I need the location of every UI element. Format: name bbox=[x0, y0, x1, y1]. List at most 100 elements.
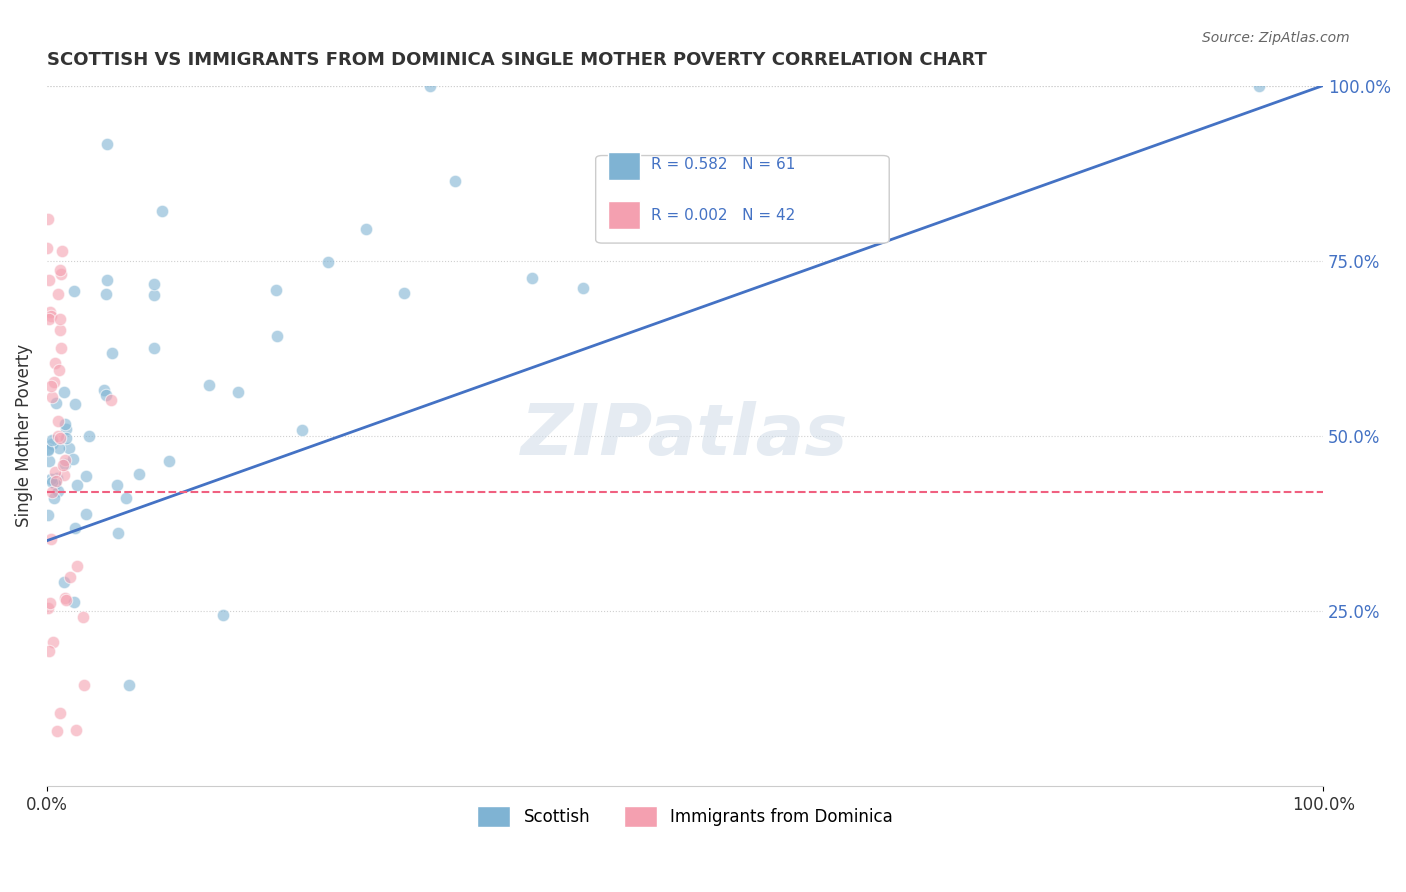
Immigrants from Dominica bbox=[37, 601, 59, 615]
Immigrants from Dominica bbox=[44, 465, 66, 479]
Immigrants from Dominica bbox=[42, 635, 65, 649]
FancyBboxPatch shape bbox=[596, 155, 889, 244]
Immigrants from Dominica bbox=[51, 244, 73, 259]
Scottish bbox=[37, 442, 59, 457]
Immigrants from Dominica bbox=[38, 643, 60, 657]
Immigrants from Dominica bbox=[41, 485, 63, 500]
Immigrants from Dominica bbox=[49, 432, 72, 446]
Immigrants from Dominica bbox=[55, 593, 77, 607]
Immigrants from Dominica bbox=[52, 458, 75, 472]
Immigrants from Dominica bbox=[65, 723, 87, 738]
Scottish bbox=[66, 477, 89, 491]
Scottish bbox=[143, 341, 166, 355]
Scottish bbox=[58, 441, 80, 455]
Scottish bbox=[444, 174, 467, 188]
Scottish bbox=[150, 203, 173, 218]
FancyBboxPatch shape bbox=[609, 152, 640, 180]
Scottish bbox=[63, 595, 86, 609]
Immigrants from Dominica bbox=[53, 467, 76, 482]
Immigrants from Dominica bbox=[66, 559, 89, 574]
Immigrants from Dominica bbox=[39, 532, 62, 546]
Immigrants from Dominica bbox=[38, 312, 60, 326]
Scottish bbox=[41, 472, 63, 486]
Scottish bbox=[118, 678, 141, 692]
Scottish bbox=[38, 454, 60, 468]
Scottish bbox=[316, 255, 339, 269]
Scottish bbox=[63, 284, 86, 298]
Immigrants from Dominica bbox=[49, 268, 72, 282]
Scottish bbox=[520, 271, 543, 285]
Immigrants from Dominica bbox=[38, 273, 60, 287]
Immigrants from Dominica bbox=[46, 723, 69, 738]
Immigrants from Dominica bbox=[49, 311, 72, 326]
FancyBboxPatch shape bbox=[609, 201, 640, 229]
Immigrants from Dominica bbox=[46, 286, 69, 301]
Scottish bbox=[96, 137, 118, 152]
Scottish bbox=[228, 385, 250, 400]
Immigrants from Dominica bbox=[45, 475, 67, 489]
Scottish bbox=[93, 384, 115, 398]
Scottish bbox=[46, 483, 69, 498]
Scottish bbox=[142, 277, 165, 291]
Text: R = 0.582   N = 61: R = 0.582 N = 61 bbox=[651, 157, 794, 172]
Text: R = 0.002   N = 42: R = 0.002 N = 42 bbox=[651, 208, 794, 223]
Immigrants from Dominica bbox=[39, 310, 62, 324]
Legend: Scottish, Immigrants from Dominica: Scottish, Immigrants from Dominica bbox=[471, 800, 900, 833]
Scottish bbox=[197, 378, 219, 392]
Scottish bbox=[96, 273, 118, 287]
Scottish bbox=[53, 417, 76, 431]
Scottish bbox=[37, 442, 59, 456]
Immigrants from Dominica bbox=[37, 241, 59, 255]
Scottish bbox=[41, 437, 63, 451]
Scottish bbox=[572, 281, 595, 295]
Scottish bbox=[48, 441, 70, 455]
Scottish bbox=[45, 396, 67, 410]
Y-axis label: Single Mother Poverty: Single Mother Poverty bbox=[15, 344, 32, 527]
Scottish bbox=[157, 454, 180, 468]
Scottish bbox=[1249, 78, 1271, 93]
Scottish bbox=[41, 475, 63, 489]
Immigrants from Dominica bbox=[41, 390, 63, 404]
Scottish bbox=[75, 507, 97, 521]
Immigrants from Dominica bbox=[51, 341, 73, 355]
Scottish bbox=[128, 467, 150, 482]
Immigrants from Dominica bbox=[49, 323, 72, 337]
Text: SCOTTISH VS IMMIGRANTS FROM DOMINICA SINGLE MOTHER POVERTY CORRELATION CHART: SCOTTISH VS IMMIGRANTS FROM DOMINICA SIN… bbox=[46, 51, 987, 69]
Immigrants from Dominica bbox=[44, 356, 66, 370]
Scottish bbox=[44, 476, 66, 491]
Scottish bbox=[77, 429, 100, 443]
Immigrants from Dominica bbox=[37, 211, 59, 226]
Scottish bbox=[105, 478, 128, 492]
Scottish bbox=[52, 574, 75, 589]
Immigrants from Dominica bbox=[38, 305, 60, 319]
Immigrants from Dominica bbox=[72, 609, 94, 624]
Scottish bbox=[266, 283, 288, 297]
Scottish bbox=[143, 288, 166, 302]
Scottish bbox=[44, 475, 66, 490]
Immigrants from Dominica bbox=[48, 363, 70, 377]
Scottish bbox=[94, 388, 117, 402]
Scottish bbox=[101, 346, 124, 360]
Scottish bbox=[63, 397, 86, 411]
Scottish bbox=[115, 491, 138, 506]
Scottish bbox=[419, 78, 441, 93]
Scottish bbox=[42, 491, 65, 506]
Immigrants from Dominica bbox=[73, 678, 96, 692]
Scottish bbox=[94, 286, 117, 301]
Scottish bbox=[55, 422, 77, 436]
Immigrants from Dominica bbox=[46, 429, 69, 443]
Scottish bbox=[53, 457, 76, 471]
Scottish bbox=[107, 525, 129, 540]
Text: ZIPatlas: ZIPatlas bbox=[522, 401, 849, 470]
Immigrants from Dominica bbox=[42, 375, 65, 389]
Immigrants from Dominica bbox=[53, 453, 76, 467]
Immigrants from Dominica bbox=[49, 263, 72, 277]
Scottish bbox=[266, 329, 288, 343]
Immigrants from Dominica bbox=[59, 570, 82, 584]
Scottish bbox=[291, 423, 314, 437]
Scottish bbox=[53, 385, 76, 400]
Immigrants from Dominica bbox=[39, 379, 62, 393]
Scottish bbox=[75, 468, 97, 483]
Immigrants from Dominica bbox=[55, 591, 77, 606]
Scottish bbox=[37, 508, 59, 522]
